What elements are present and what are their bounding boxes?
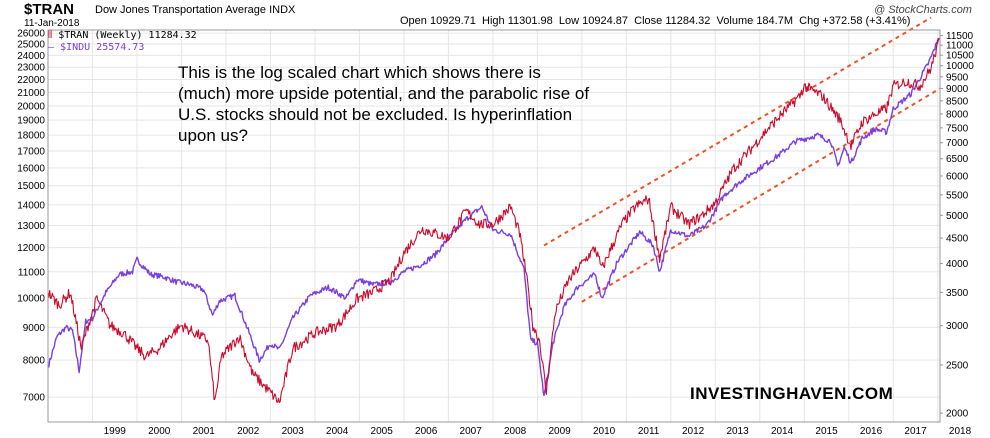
right-tick-label: 11000 [946, 41, 974, 52]
right-tick-label: 10000 [946, 61, 974, 72]
x-tick-label: 2015 [815, 426, 838, 437]
right-tick-label: 5500 [946, 190, 969, 201]
left-tick-label: 10000 [17, 294, 45, 305]
left-tick-label: 17000 [17, 147, 45, 158]
quote-summary: Open 10929.71 High 11301.98 Low 10924.87… [400, 15, 910, 27]
annotation-text: This is the log scaled chart which shows… [178, 62, 598, 146]
chart-date: 11-Jan-2018 [24, 18, 79, 29]
close-value: 11284.32 [665, 15, 710, 27]
x-tick-label: 2012 [682, 426, 705, 437]
x-tick-label: 2007 [460, 426, 483, 437]
legend: ⫴ $TRAN (Weekly) 11284.32 — $INDU 25574.… [48, 30, 197, 54]
left-tick-label: 8000 [23, 356, 46, 367]
left-tick-label: 12000 [17, 243, 45, 254]
left-tick-label: 16000 [17, 163, 45, 174]
left-tick-label: 21000 [17, 88, 45, 99]
volume-label: Volume [717, 15, 754, 27]
left-tick-label: 13000 [17, 221, 45, 232]
x-tick-label: 2017 [904, 426, 927, 437]
right-tick-label: 2500 [946, 361, 969, 372]
x-tick-label: 2002 [237, 426, 260, 437]
right-tick-label: 7000 [946, 138, 969, 149]
index-name: Dow Jones Transportation Average INDX [95, 4, 295, 16]
left-tick-label: 14000 [17, 200, 45, 211]
left-tick-label: 11000 [18, 267, 46, 278]
chg-value: +372.58 (+3.41%) [822, 15, 910, 27]
volume-value: 184.7M [756, 15, 793, 27]
x-tick-label: 2016 [860, 426, 883, 437]
right-tick-label: 11500 [946, 31, 974, 42]
candle-icon: ⫴ [48, 30, 58, 41]
x-tick-label: 1999 [104, 426, 127, 437]
left-tick-label: 26000 [17, 29, 45, 40]
right-tick-label: 6000 [946, 172, 969, 183]
x-axis: 1999 2000 2001 2002 2003 2004 2005 2006 2007 2008… [104, 426, 972, 437]
chg-label: Chg [799, 15, 819, 27]
left-tick-label: 22000 [17, 75, 45, 86]
right-tick-label: 4500 [946, 234, 969, 245]
left-tick-label: 7000 [23, 393, 46, 404]
right-tick-label: 10500 [946, 51, 974, 62]
left-tick-label: 9000 [23, 323, 46, 334]
legend-indu: — $INDU 25574.73 [48, 42, 197, 54]
low-label: Low [559, 15, 579, 27]
left-tick-label: 24000 [17, 51, 45, 62]
low-value: 10924.87 [582, 15, 628, 27]
x-tick-label: 2004 [326, 426, 349, 437]
left-tick-label: 15000 [17, 181, 45, 192]
x-tick-label: 2003 [282, 426, 305, 437]
x-tick-label: 2006 [415, 426, 438, 437]
right-tick-label: 8500 [946, 96, 969, 107]
x-tick-label: 2005 [371, 426, 394, 437]
x-tick-label: 2000 [148, 426, 171, 437]
stockcharts-brand[interactable]: @ StockCharts.com [874, 4, 972, 16]
legend-tran-label: $TRAN (Weekly) 11284.32 [58, 30, 196, 41]
high-value: 11301.98 [508, 15, 553, 27]
right-tick-label: 4000 [946, 259, 969, 270]
x-tick-label: 2010 [593, 426, 616, 437]
left-tick-label: 23000 [17, 63, 45, 74]
close-label: Close [634, 15, 662, 27]
x-tick-label: 2001 [193, 426, 216, 437]
right-tick-label: 8000 [946, 109, 969, 120]
ticker-symbol: $TRAN [24, 1, 74, 18]
line-swatch-icon: — [48, 42, 60, 53]
open-label: Open [400, 15, 427, 27]
right-tick-label: 9000 [946, 84, 969, 95]
left-tick-label: 20000 [17, 101, 45, 112]
x-tick-label: 2009 [548, 426, 571, 437]
x-tick-label: 2008 [504, 426, 527, 437]
watermark: INVESTINGHAVEN.COM [690, 384, 893, 404]
right-axis: 2000 2500 3000 3500 4000 4500 5000 5500 6000 6500… [940, 31, 974, 420]
x-tick-label: 2011 [638, 426, 660, 437]
left-tick-label: 18000 [17, 131, 45, 142]
left-tick-label: 25000 [17, 40, 45, 51]
right-tick-label: 2000 [946, 409, 969, 420]
right-tick-label: 3500 [946, 288, 969, 299]
legend-tran: ⫴ $TRAN (Weekly) 11284.32 [48, 30, 197, 42]
right-tick-label: 6500 [946, 154, 969, 165]
legend-indu-label: $INDU 25574.73 [60, 42, 144, 53]
x-tick-label: 2018 [949, 426, 972, 437]
x-tick-label: 2014 [771, 426, 794, 437]
right-tick-label: 5000 [946, 211, 969, 222]
open-value: 10929.71 [430, 15, 476, 27]
left-tick-label: 19000 [17, 116, 45, 127]
left-axis: 7000 8000 9000 10000 11000 12000 13000 14000 150… [17, 29, 45, 404]
right-tick-label: 9500 [946, 72, 969, 83]
x-tick-label: 2013 [726, 426, 749, 437]
high-label: High [482, 15, 505, 27]
right-tick-label: 3000 [946, 321, 969, 332]
right-tick-label: 7500 [946, 123, 969, 134]
